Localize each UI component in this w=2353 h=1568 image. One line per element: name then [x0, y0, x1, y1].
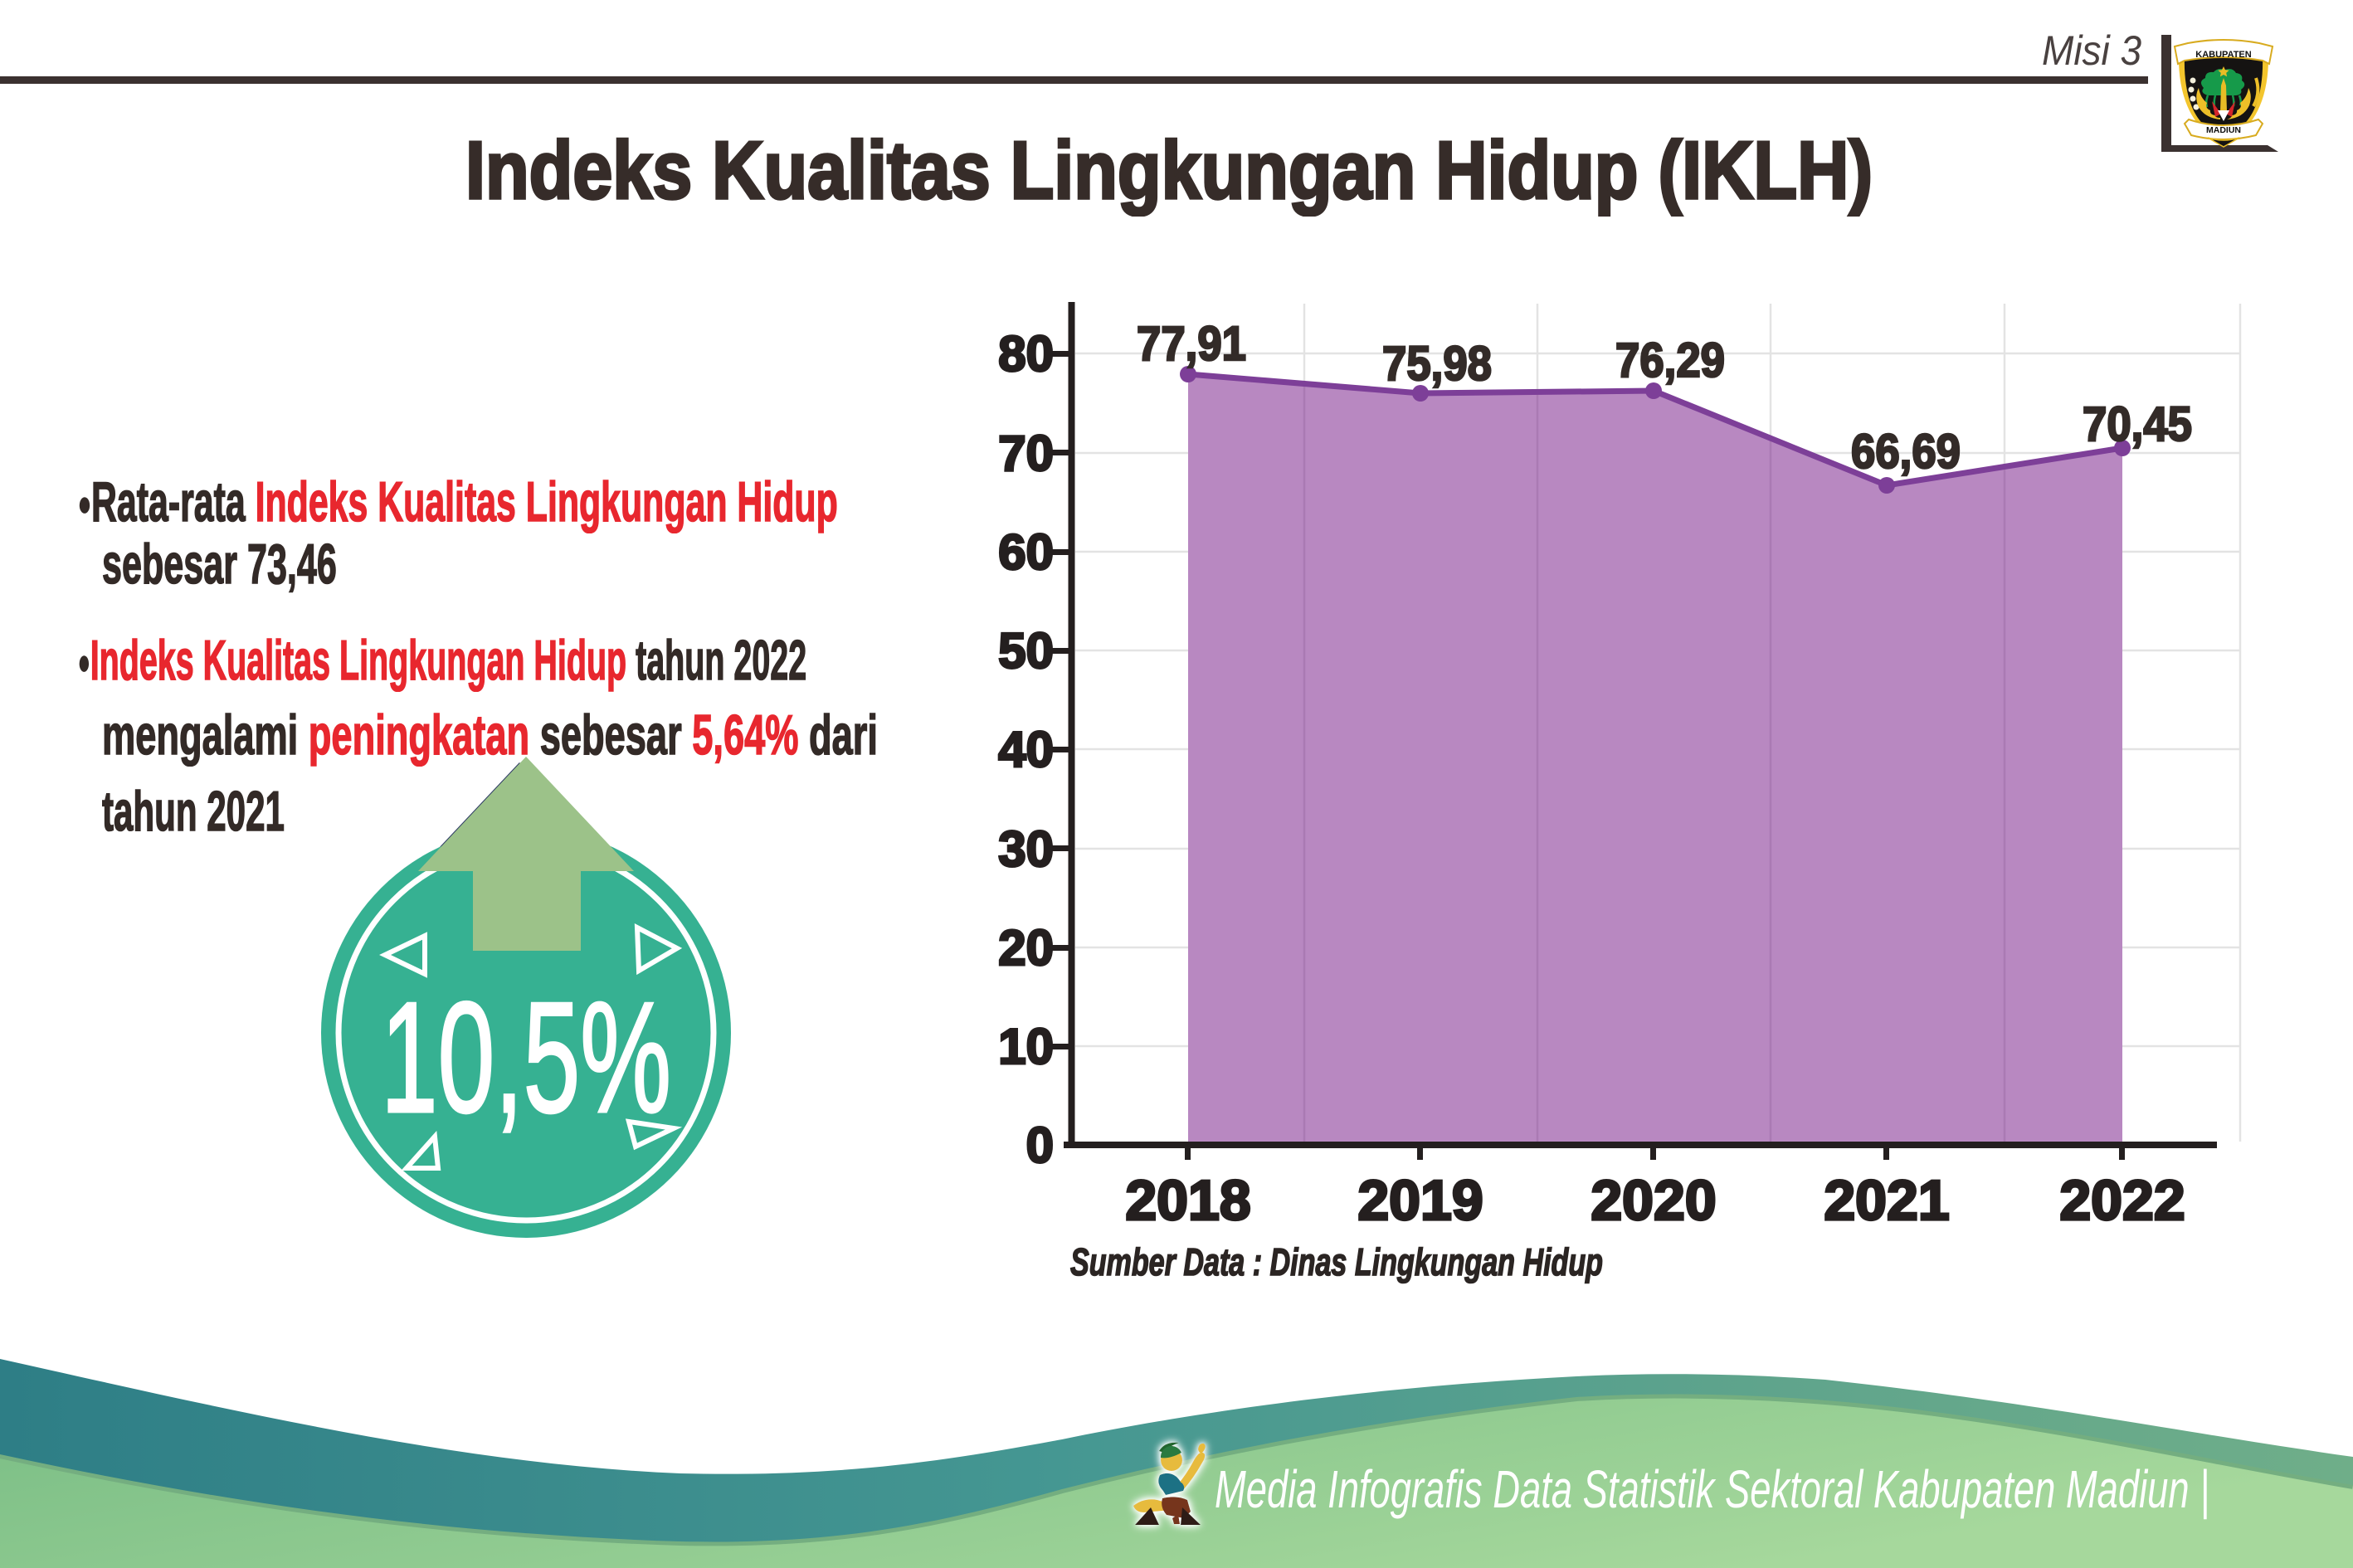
svg-text:Sumber Data : Dinas Lingkungan: Sumber Data : Dinas Lingkungan Hidup [1070, 1240, 1603, 1283]
svg-text:70: 70 [998, 426, 1054, 481]
svg-text:70,45: 70,45 [2083, 397, 2192, 451]
svg-text:40: 40 [998, 722, 1054, 777]
svg-text:KABUPATEN: KABUPATEN [2195, 50, 2251, 60]
svg-text:10,5%: 10,5% [381, 970, 671, 1146]
svg-text:2022: 2022 [2059, 1169, 2185, 1232]
svg-text:2020: 2020 [1591, 1169, 1716, 1232]
svg-text:2019: 2019 [1357, 1169, 1483, 1232]
svg-text:77,91: 77,91 [1137, 317, 1246, 371]
svg-text:76,29: 76,29 [1615, 334, 1725, 387]
svg-text:10: 10 [998, 1019, 1054, 1074]
svg-text:66,69: 66,69 [1851, 425, 1961, 479]
svg-text:2018: 2018 [1125, 1169, 1250, 1232]
svg-text:0: 0 [1026, 1118, 1054, 1173]
svg-text:50: 50 [998, 623, 1054, 679]
svg-text:80: 80 [998, 326, 1054, 382]
svg-text:60: 60 [998, 524, 1054, 580]
svg-text:30: 30 [998, 821, 1054, 877]
svg-text:Media Infografis Data Statisti: Media Infografis Data Statistik Sektoral… [1215, 1459, 2209, 1520]
svg-text:MADIUN: MADIUN [2206, 125, 2241, 135]
svg-text:2021: 2021 [1824, 1169, 1949, 1232]
svg-text:75,98: 75,98 [1382, 337, 1492, 391]
svg-text:20: 20 [998, 920, 1054, 976]
